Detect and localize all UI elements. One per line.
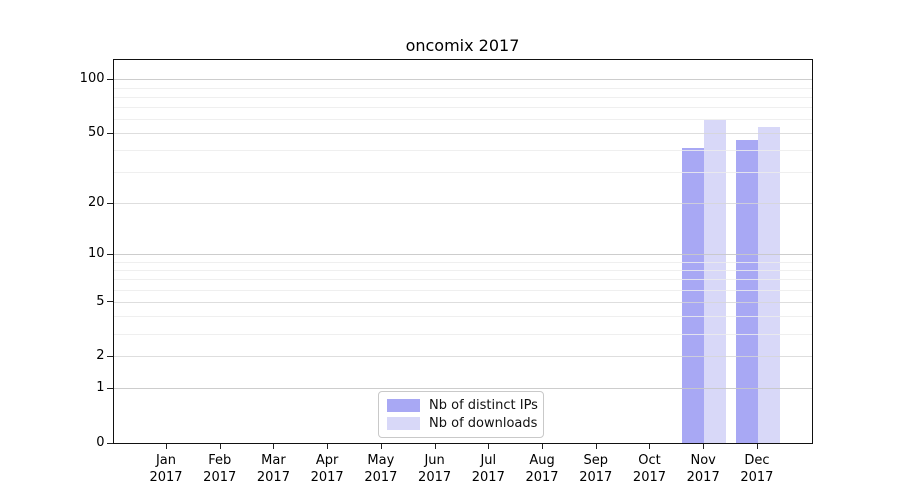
x-tick-label-may: May 2017 [364, 453, 398, 485]
y-tick-label-50: 50 [87, 125, 105, 141]
bar-dec-distinct-ips [735, 139, 758, 443]
y-tick-label-2: 2 [96, 348, 105, 364]
x-tick-mark-aug [542, 444, 544, 449]
x-tick-mark-oct [649, 444, 651, 449]
y-tick-mark-1 [106, 387, 113, 389]
x-tick-mark-apr [327, 444, 329, 449]
x-tick-mark-nov [703, 444, 705, 449]
y-tick-label-20: 20 [87, 195, 105, 211]
bar-nov-downloads [704, 120, 727, 443]
legend-row-downloads: Nb of downloads [387, 416, 538, 432]
gridline-minor-70 [113, 107, 812, 109]
legend-label-downloads: Nb of downloads [429, 416, 538, 432]
x-tick-label-apr: Apr 2017 [310, 453, 344, 485]
x-tick-label-jan: Jan 2017 [149, 453, 183, 485]
y-tick-mark-50 [106, 132, 113, 134]
x-tick-mark-jul [488, 444, 490, 449]
y-tick-mark-10 [106, 253, 113, 255]
x-tick-label-mar: Mar 2017 [256, 453, 290, 485]
y-tick-label-100: 100 [79, 71, 105, 87]
x-tick-label-aug: Aug 2017 [525, 453, 559, 485]
y-tick-mark-5 [106, 301, 113, 303]
y-tick-label-0: 0 [96, 435, 105, 450]
x-tick-mark-sep [595, 444, 597, 449]
y-tick-mark-2 [106, 355, 113, 357]
bar-nov-distinct-ips [682, 148, 705, 443]
x-tick-label-jun: Jun 2017 [418, 453, 452, 485]
y-tick-mark-100 [106, 78, 113, 80]
legend-swatch-downloads [387, 417, 420, 431]
x-tick-mark-dec [756, 444, 758, 449]
x-tick-label-oct: Oct 2017 [632, 453, 667, 485]
x-tick-mark-jun [434, 444, 436, 449]
y-tick-label-5: 5 [96, 293, 105, 309]
bar-dec-downloads [757, 127, 780, 443]
x-tick-label-feb: Feb 2017 [203, 453, 237, 485]
y-tick-label-10: 10 [87, 246, 105, 262]
legend-label-distinct-ips: Nb of distinct IPs [429, 397, 538, 413]
gridline-minor-80 [113, 96, 812, 98]
y-tick-mark-0 [106, 442, 113, 444]
x-tick-label-jul: Jul 2017 [471, 453, 505, 485]
x-tick-mark-feb [219, 444, 221, 449]
x-tick-mark-may [380, 444, 382, 449]
x-tick-label-nov: Nov 2017 [686, 453, 720, 485]
gridline-minor-90 [113, 87, 812, 89]
x-tick-mark-jan [166, 444, 167, 449]
legend-swatch-distinct-ips [387, 398, 420, 412]
x-tick-mark-mar [273, 444, 275, 449]
plot-area [112, 59, 813, 444]
y-tick-label-1: 1 [96, 380, 105, 396]
chart-title: oncomix 2017 [405, 36, 520, 55]
x-tick-label-sep: Sep 2017 [579, 453, 613, 485]
gridline-100 [113, 79, 812, 81]
legend-row-distinct-ips: Nb of distinct IPs [387, 397, 538, 413]
x-tick-label-dec: Dec 2017 [740, 453, 774, 485]
legend: Nb of distinct IPs Nb of downloads [378, 391, 544, 438]
y-tick-mark-20 [106, 202, 113, 204]
